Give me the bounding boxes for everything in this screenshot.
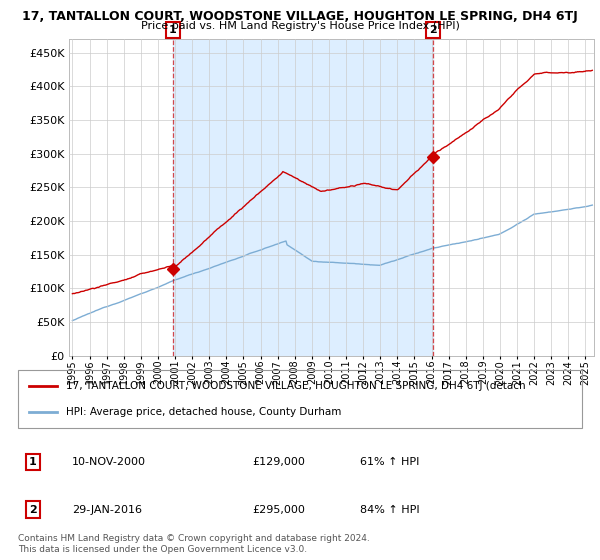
Text: 17, TANTALLON COURT, WOODSTONE VILLAGE, HOUGHTON LE SPRING, DH4 6TJ (detach: 17, TANTALLON COURT, WOODSTONE VILLAGE, … (66, 381, 526, 391)
Text: HPI: Average price, detached house, County Durham: HPI: Average price, detached house, Coun… (66, 407, 341, 417)
Bar (173, 39, 433, 356)
Text: 61% ↑ HPI: 61% ↑ HPI (360, 457, 419, 467)
Text: This data is licensed under the Open Government Licence v3.0.: This data is licensed under the Open Gov… (18, 545, 307, 554)
Text: 1: 1 (29, 457, 37, 467)
Text: £295,000: £295,000 (252, 505, 305, 515)
Text: Price paid vs. HM Land Registry's House Price Index (HPI): Price paid vs. HM Land Registry's House … (140, 21, 460, 31)
Text: 2: 2 (29, 505, 37, 515)
Text: Contains HM Land Registry data © Crown copyright and database right 2024.: Contains HM Land Registry data © Crown c… (18, 534, 370, 543)
Text: 17, TANTALLON COURT, WOODSTONE VILLAGE, HOUGHTON LE SPRING, DH4 6TJ: 17, TANTALLON COURT, WOODSTONE VILLAGE, … (22, 10, 578, 22)
Text: 1: 1 (169, 25, 176, 35)
Text: 10-NOV-2000: 10-NOV-2000 (72, 457, 146, 467)
Text: 2: 2 (429, 25, 437, 35)
Text: £129,000: £129,000 (252, 457, 305, 467)
Text: 84% ↑ HPI: 84% ↑ HPI (360, 505, 419, 515)
Text: 29-JAN-2016: 29-JAN-2016 (72, 505, 142, 515)
